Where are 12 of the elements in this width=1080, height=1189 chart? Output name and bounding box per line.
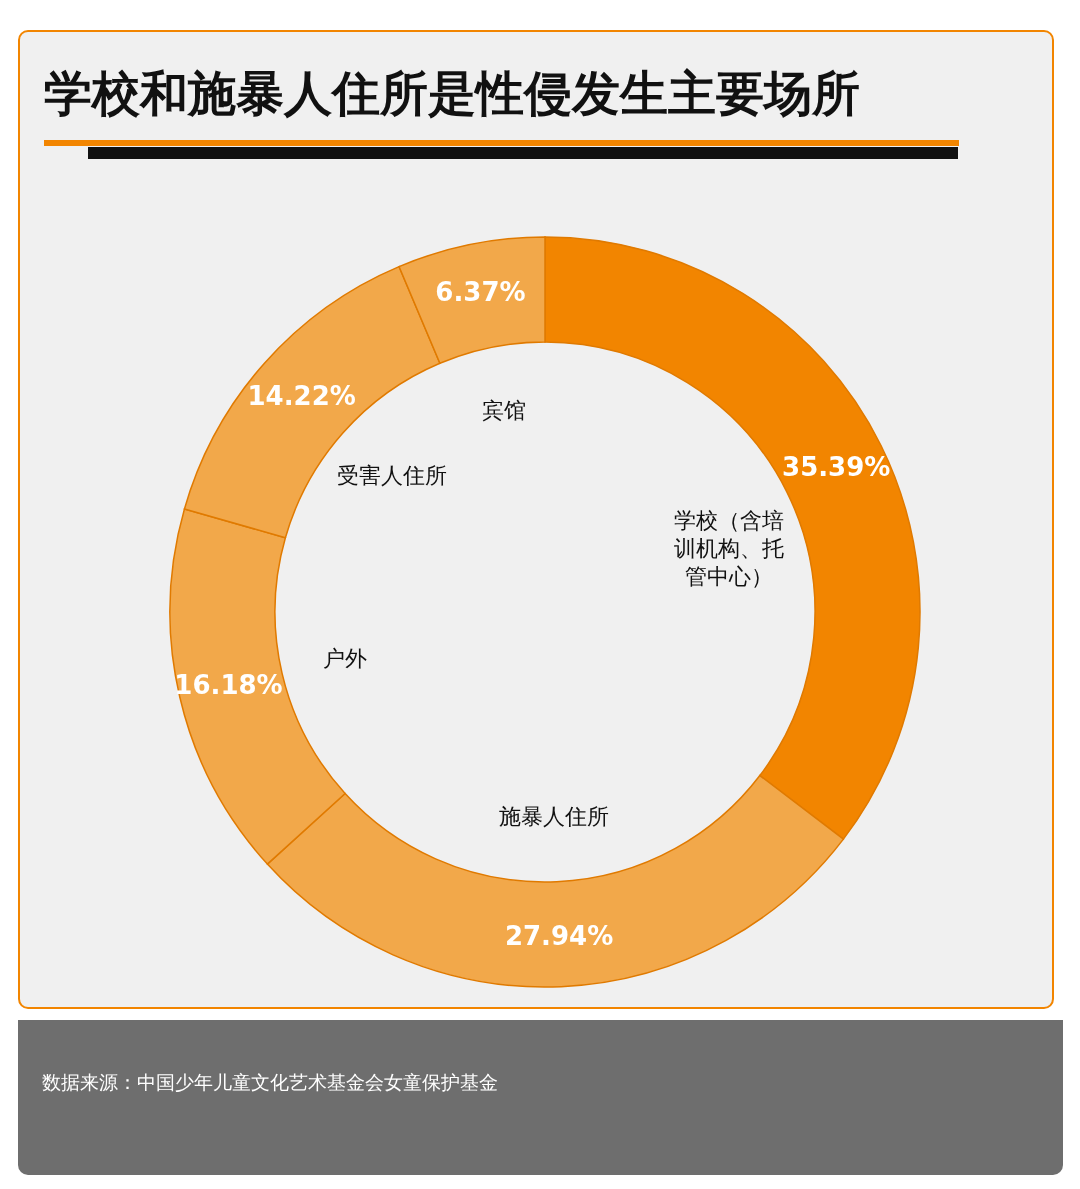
slice-label: 学校（含培训机构、托管中心） [673,507,784,589]
source-note: 数据来源：中国少年儿童文化艺术基金会女童保护基金 [42,1070,498,1095]
data-label: 16.18% [174,669,283,700]
slice-label: 施暴人住所 [498,803,609,829]
chart-title: 学校和施暴人住所是性侵发生主要场所 [44,64,860,123]
slice-label: 户外 [323,645,368,671]
data-label: 6.37% [435,277,526,308]
data-label: 27.94% [504,920,614,951]
slice-label: 受害人住所 [336,463,447,489]
data-label: 35.39% [782,451,891,482]
slice-label: 宾馆 [482,398,527,424]
data-label: 14.22% [247,380,356,411]
